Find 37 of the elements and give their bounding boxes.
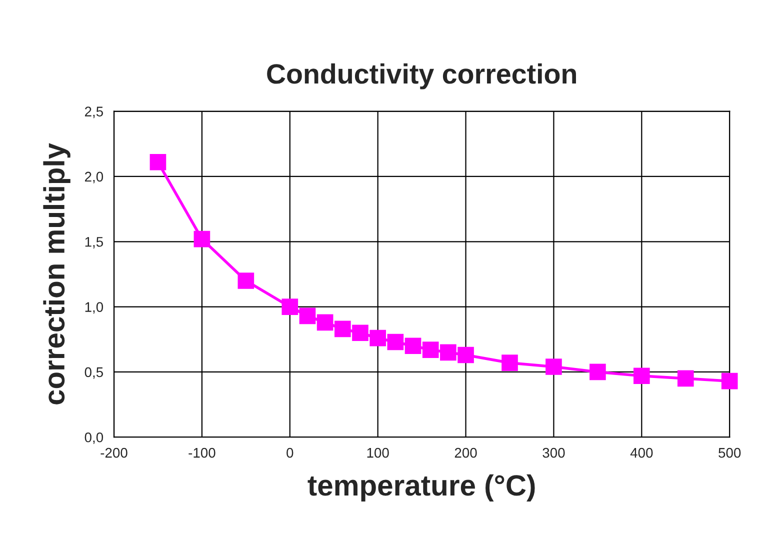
y-tick-label: 2,0 <box>84 172 104 184</box>
point <box>299 308 316 324</box>
point <box>590 364 606 380</box>
point <box>634 368 650 384</box>
point <box>721 372 738 390</box>
point <box>546 358 562 375</box>
x-axis-title: temperature (°C) <box>308 474 535 502</box>
point <box>422 342 439 358</box>
chart-title: Conductivity correction <box>267 63 576 90</box>
x-tick-label: 100 <box>367 448 389 458</box>
point <box>316 314 334 331</box>
x-tick-label: 200 <box>454 448 477 458</box>
x-tick-label: -100 <box>188 448 216 458</box>
y-tick-label: 1,0 <box>85 302 104 314</box>
y-axis-title: correction multiply <box>43 143 70 404</box>
point <box>458 346 474 364</box>
point <box>194 230 210 248</box>
x-tick-label: 300 <box>542 448 565 458</box>
point <box>238 272 254 289</box>
point <box>352 324 368 342</box>
x-tick-label: -200 <box>100 448 128 458</box>
point <box>387 334 404 350</box>
point <box>404 338 422 354</box>
y-tick-label: 1,5 <box>85 237 104 248</box>
point <box>282 298 298 315</box>
y-tick-label: 2,5 <box>84 106 104 118</box>
point <box>440 344 456 361</box>
x-tick-label: 400 <box>630 448 653 458</box>
y-tick-label: 0,0 <box>84 432 104 444</box>
point <box>334 320 351 338</box>
point <box>502 354 518 371</box>
point <box>370 330 386 346</box>
x-tick-label: 500 <box>718 448 741 458</box>
point <box>150 154 166 170</box>
y-tick-label: 0,5 <box>84 367 104 379</box>
x-tick-label: 0 <box>286 448 294 458</box>
point <box>677 370 694 387</box>
